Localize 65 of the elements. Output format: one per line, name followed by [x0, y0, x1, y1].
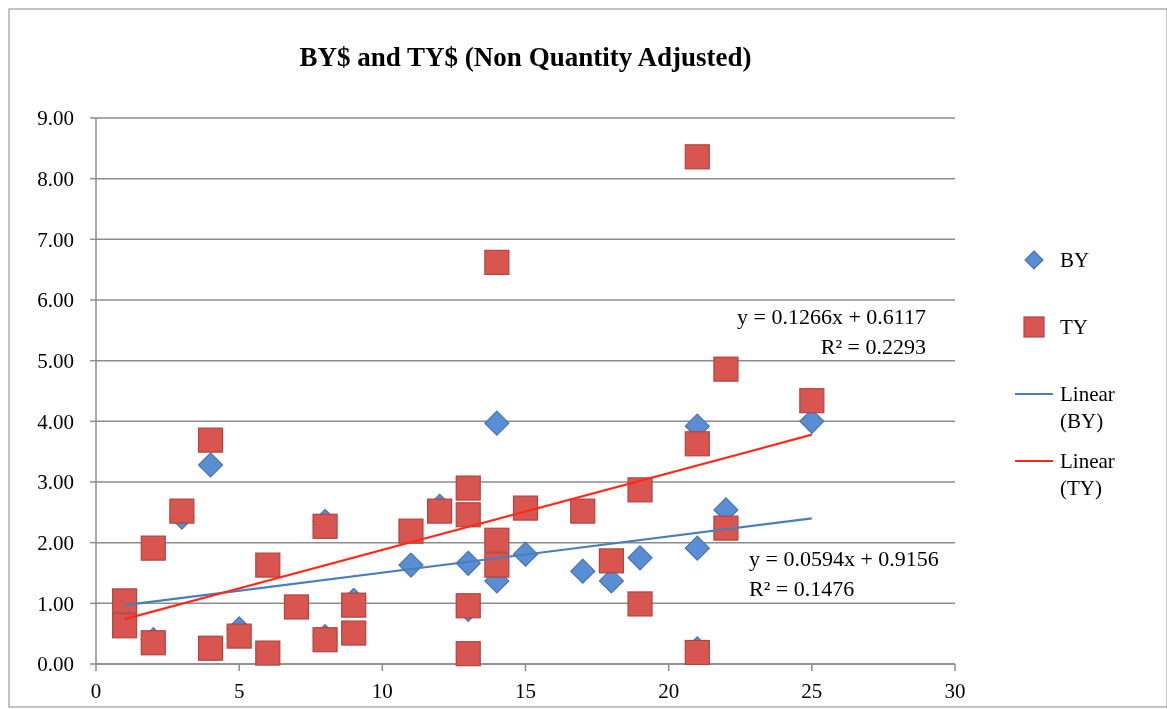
- point: [341, 620, 367, 646]
- legend-label: Linear (BY): [1060, 382, 1115, 433]
- point: [169, 498, 195, 524]
- point: [341, 592, 367, 618]
- point: [713, 356, 739, 382]
- annotation: y = 0.0594x + 0.9156: [749, 546, 939, 571]
- y-tick-label: 8.00: [37, 167, 74, 192]
- point: [484, 249, 510, 275]
- y-tick-label: 5.00: [37, 349, 74, 374]
- point: [799, 388, 825, 414]
- legend-label: TY: [1060, 315, 1088, 340]
- x-tick-label: 5: [233, 679, 245, 703]
- x-tick-label: 10: [371, 679, 393, 703]
- y-tick-label: 6.00: [37, 288, 74, 313]
- point: [684, 144, 710, 170]
- x-tick-label: 0: [90, 679, 102, 703]
- point: [684, 535, 710, 561]
- point: [627, 477, 653, 503]
- annotation: R² = 0.1476: [749, 576, 855, 601]
- point: [197, 452, 224, 478]
- point: [484, 552, 510, 578]
- y-tick-label: 7.00: [37, 227, 74, 252]
- point: [627, 545, 653, 571]
- point: [312, 627, 338, 653]
- legend-label: BY: [1060, 248, 1090, 273]
- y-tick-label: 1.00: [37, 591, 74, 616]
- x-tick-label: 20: [658, 679, 680, 703]
- point: [455, 641, 481, 667]
- point: [455, 475, 481, 501]
- point: [598, 548, 624, 574]
- legend-label: Linear (TY): [1060, 449, 1115, 500]
- point: [455, 593, 481, 619]
- point: [197, 635, 224, 661]
- y-tick-label: 3.00: [37, 470, 74, 495]
- point: [684, 431, 710, 457]
- point: [112, 613, 138, 639]
- point: [570, 498, 596, 524]
- point: [255, 640, 281, 666]
- point: [312, 513, 338, 539]
- x-tick-label: 30: [944, 679, 966, 703]
- point: [484, 410, 510, 436]
- point: [684, 639, 710, 666]
- point: [140, 535, 166, 561]
- point: [427, 498, 453, 524]
- point: [140, 630, 166, 656]
- annotation: y = 0.1266x + 0.6117: [737, 304, 926, 329]
- y-tick-label: 9.00: [37, 106, 74, 131]
- point: [112, 588, 138, 614]
- y-tick-label: 4.00: [37, 409, 74, 434]
- x-tick-label: 15: [515, 679, 536, 703]
- y-tick-label: 2.00: [37, 531, 74, 556]
- point: [398, 518, 424, 544]
- point: [484, 527, 510, 553]
- point: [627, 591, 653, 617]
- point: [713, 515, 739, 541]
- point: [570, 558, 596, 584]
- chart-title: BY$ and TY$ (Non Quantity Adjusted): [299, 42, 752, 72]
- y-tick-label: 0.00: [37, 652, 74, 677]
- annotation: R² = 0.2293: [820, 334, 926, 359]
- point: [283, 594, 310, 620]
- point: [255, 552, 281, 578]
- point: [197, 427, 224, 453]
- point: [226, 623, 252, 649]
- point: [455, 502, 481, 528]
- x-tick-label: 25: [801, 679, 823, 703]
